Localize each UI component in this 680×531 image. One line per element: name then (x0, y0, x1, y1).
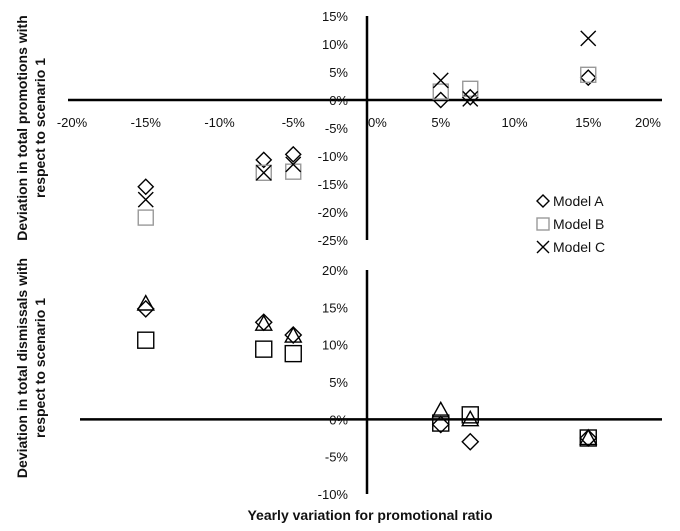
data-point-square (579, 429, 597, 447)
dismissals-panel: 20% 15% 10% 5% 0% -5% -10% Deviation in total … (14, 258, 662, 523)
y-tick-label: 5% (329, 65, 348, 80)
dismissals-y-tick-labels: 20% 15% 10% 5% 0% -5% -10% (318, 263, 349, 502)
data-point-x (432, 72, 449, 89)
promotions-y-axis-label-line1: Deviation in total promotions with (14, 15, 30, 241)
y-tick-label: 15% (322, 9, 348, 24)
promotions-data-points (137, 30, 597, 226)
y-tick-label: -15% (318, 177, 349, 192)
data-point-triangle (579, 428, 598, 446)
data-point-x (255, 164, 272, 181)
legend-label: Model A (553, 193, 604, 209)
y-tick-label: -10% (318, 149, 349, 164)
promotions-axes (68, 16, 662, 240)
data-point-x (580, 30, 597, 47)
data-point-triangle (461, 409, 480, 427)
dismissals-axes (80, 270, 662, 494)
data-point-triangle (254, 314, 273, 331)
data-point-square (580, 66, 597, 84)
y-tick-label: 0% (329, 93, 348, 108)
data-point-diamond (137, 178, 155, 196)
data-point-square (462, 80, 479, 98)
dismissals-y-axis-label-line2: respect to scenario 1 (32, 298, 48, 438)
x-tick-label: 15% (575, 115, 601, 130)
data-point-square (255, 164, 272, 182)
data-point-diamond (461, 432, 480, 451)
data-point-square (137, 209, 154, 226)
data-point-square (432, 414, 450, 432)
chart-legend: Model A Model B Model C (536, 193, 605, 255)
data-point-diamond (284, 145, 302, 163)
legend-label: Model B (553, 216, 604, 232)
data-point-diamond (461, 88, 479, 106)
x-tick-label: -10% (204, 115, 235, 130)
x-tick-label: 5% (431, 115, 450, 130)
x-tick-label: 20% (635, 115, 661, 130)
data-point-square (432, 83, 449, 100)
y-tick-label: 0% (329, 412, 348, 427)
y-tick-label: -20% (318, 205, 349, 220)
data-point-x (462, 90, 479, 107)
y-tick-label: 10% (322, 37, 348, 52)
promotions-y-axis-label-line2: respect to scenario 1 (32, 58, 48, 198)
y-tick-label: 10% (322, 338, 348, 353)
data-point-square (285, 163, 302, 180)
legend-label: Model C (553, 239, 605, 255)
y-tick-label: -5% (325, 450, 349, 465)
y-tick-label: 5% (329, 375, 348, 390)
data-point-diamond (579, 429, 598, 447)
data-point-square (461, 406, 479, 424)
x-tick-label: 10% (501, 115, 527, 130)
y-tick-label: -5% (325, 121, 349, 136)
dismissals-data-points (136, 294, 598, 451)
data-point-diamond (255, 151, 273, 169)
legend-marker-diamond (536, 194, 550, 208)
data-point-square (137, 331, 155, 349)
y-tick-label: -25% (318, 233, 349, 248)
x-tick-label: 0% (368, 115, 387, 130)
x-tick-label: -5% (282, 115, 306, 130)
dismissals-y-axis-label-line1: Deviation in total dismissals with (14, 258, 30, 478)
data-point-x (137, 191, 154, 208)
x-tick-label: -15% (131, 115, 162, 130)
data-point-diamond (579, 69, 597, 87)
data-point-diamond (284, 325, 303, 344)
data-point-triangle (136, 294, 155, 311)
data-point-triangle (284, 326, 303, 343)
y-tick-label: -10% (318, 487, 349, 502)
data-point-diamond (136, 299, 155, 318)
data-point-x (285, 156, 302, 173)
promotions-panel: -20% -15% -10% -5% 0% 5% 10% 15% 20% 15%10%5%0%-… (14, 9, 662, 248)
legend-marker-square (536, 217, 550, 231)
x-axis-label: Yearly variation for promotional ratio (247, 507, 492, 523)
y-tick-label: 15% (322, 300, 348, 315)
y-tick-label: 20% (322, 263, 348, 278)
data-point-diamond (432, 91, 450, 109)
data-point-diamond (431, 415, 450, 434)
promotions-x-tick-labels: -20% -15% -10% -5% 0% 5% 10% 15% 20% (57, 115, 662, 130)
data-point-triangle (431, 400, 450, 418)
promotions-y-tick-labels: 15% 10% 5% 0% -5% -10% -15% -20% -25% (318, 9, 349, 248)
data-point-square (284, 344, 302, 363)
data-point-square (255, 340, 273, 358)
legend-marker-x (536, 240, 550, 254)
x-tick-label: -20% (57, 115, 88, 130)
